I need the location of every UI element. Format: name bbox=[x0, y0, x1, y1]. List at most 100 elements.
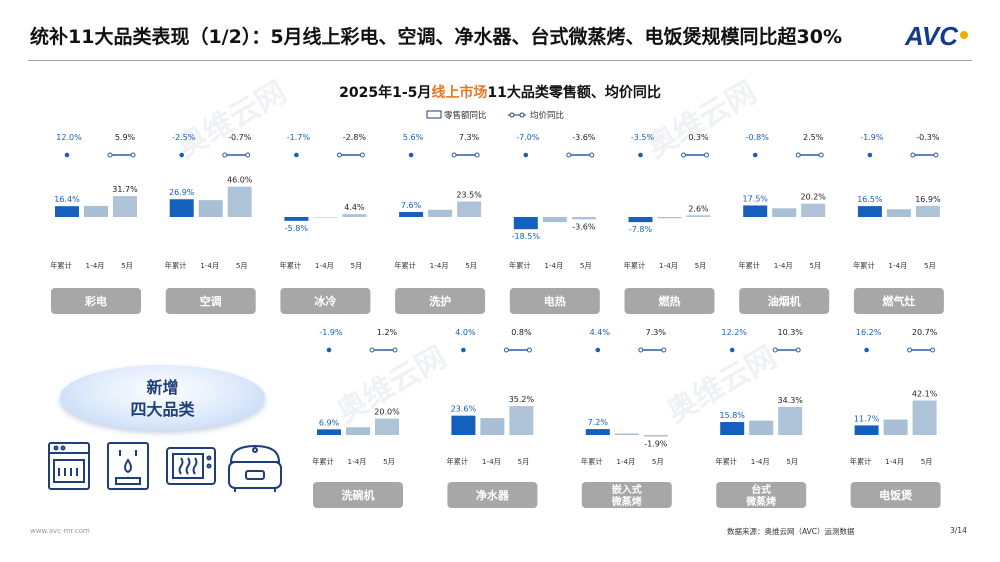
price-label-ytd: 4.4% bbox=[590, 328, 611, 337]
bar-may bbox=[113, 196, 137, 217]
tick-label-ytd: 年累计 bbox=[509, 261, 531, 270]
bar-label-may: 35.2% bbox=[509, 395, 535, 404]
price-label-ytd: 12.0% bbox=[56, 133, 82, 142]
price-dot-may bbox=[704, 152, 709, 158]
price-label-ytd: -1.9% bbox=[319, 328, 343, 337]
bar-ytd bbox=[857, 206, 882, 217]
title-divider bbox=[28, 60, 972, 61]
footer-url: www.avc-mr.com bbox=[30, 527, 90, 535]
tick-label-ytd: 年累计 bbox=[715, 457, 737, 466]
category-label-line1: 台式 bbox=[751, 483, 771, 496]
tick-label-may: 5月 bbox=[465, 261, 477, 270]
price-dot-may bbox=[245, 152, 251, 158]
category-pill-bg bbox=[447, 482, 538, 508]
bar-jan-apr bbox=[313, 217, 338, 218]
bar-may bbox=[801, 203, 826, 217]
price-label-may: -0.7% bbox=[228, 133, 252, 142]
category-label-line1: 嵌入式 bbox=[612, 483, 642, 496]
legend-line-marker bbox=[519, 112, 525, 118]
price-dot-ytd bbox=[326, 347, 332, 353]
price-label-may: 10.3% bbox=[777, 328, 803, 337]
tick-label-jan-apr: 1-4月 bbox=[888, 261, 907, 270]
bar-ytd bbox=[743, 205, 768, 217]
tick-label-ytd: 年累计 bbox=[581, 457, 603, 466]
chart-legend: 零售额同比 均价同比 bbox=[426, 110, 564, 121]
bar-ytd bbox=[628, 217, 653, 223]
tick-label-jan-apr: 1-4月 bbox=[430, 261, 449, 270]
legend-bar-label: 零售额同比 bbox=[444, 110, 487, 121]
bar-ytd bbox=[513, 217, 538, 230]
category-pill-bg bbox=[313, 482, 403, 508]
price-label-ytd: 5.6% bbox=[403, 133, 424, 142]
price-label-ytd: -1.9% bbox=[860, 133, 884, 142]
price-label-ytd: -2.5% bbox=[172, 133, 196, 142]
category-pill-bg bbox=[165, 288, 256, 314]
tick-label-ytd: 年累计 bbox=[312, 457, 334, 466]
price-dot-ytd bbox=[864, 347, 869, 353]
category-pill bbox=[395, 288, 486, 314]
category-group bbox=[447, 347, 538, 508]
category-pill bbox=[313, 482, 403, 508]
bar-jan-apr bbox=[749, 420, 774, 435]
water-purifier-icon bbox=[107, 442, 149, 490]
price-dot-ytd bbox=[638, 152, 643, 158]
legend-line-label: 均价同比 bbox=[530, 110, 564, 121]
price-dot-jan-apr bbox=[451, 152, 457, 158]
bar-may bbox=[912, 400, 937, 435]
bar-jan-apr bbox=[542, 217, 567, 223]
bar-ytd bbox=[451, 415, 476, 435]
price-label-may: 7.3% bbox=[459, 133, 480, 142]
bar-jan-apr bbox=[886, 209, 911, 217]
bar-label-ytd: -5.8% bbox=[285, 224, 309, 233]
tick-label-jan-apr: 1-4月 bbox=[86, 261, 105, 270]
bar-ytd bbox=[585, 429, 610, 435]
price-label-ytd: 12.2% bbox=[721, 328, 747, 337]
category-group bbox=[853, 152, 944, 314]
price-dot-jan-apr bbox=[566, 152, 572, 158]
category-group bbox=[716, 347, 807, 508]
category-pill-bg bbox=[581, 482, 672, 508]
category-pill-bg bbox=[624, 288, 715, 314]
price-label-ytd: -3.5% bbox=[631, 133, 655, 142]
price-label-ytd: -1.7% bbox=[287, 133, 311, 142]
price-dot-jan-apr bbox=[336, 152, 342, 158]
price-dot-ytd bbox=[461, 347, 466, 353]
price-dot-jan-apr bbox=[910, 152, 916, 158]
avc-logo-text: AVC bbox=[904, 22, 959, 50]
category-label: 洗护 bbox=[429, 294, 451, 308]
category-label: 洗碗机 bbox=[342, 488, 375, 502]
tick-label-may: 5月 bbox=[921, 457, 933, 466]
category-pill-bg bbox=[716, 482, 807, 508]
price-label-ytd: -7.0% bbox=[516, 133, 540, 142]
category-label-line2: 微蒸烤 bbox=[611, 495, 642, 508]
category-group bbox=[313, 347, 403, 508]
price-dot-may bbox=[795, 347, 801, 353]
price-label-ytd: -0.8% bbox=[746, 133, 770, 142]
price-dot-may bbox=[930, 347, 936, 353]
category-pill bbox=[853, 288, 944, 314]
tick-label-jan-apr: 1-4月 bbox=[544, 261, 563, 270]
bar-jan-apr bbox=[428, 209, 453, 217]
tick-label-ytd: 年累计 bbox=[624, 261, 646, 270]
category-pill-bg bbox=[51, 288, 141, 314]
page-number: 3/14 bbox=[950, 526, 967, 535]
bar-label-ytd: 7.6% bbox=[401, 201, 422, 210]
price-label-may: -2.8% bbox=[343, 133, 367, 142]
price-label-may: 20.7% bbox=[912, 328, 938, 337]
category-group bbox=[739, 152, 830, 314]
category-pill-bg bbox=[850, 482, 941, 508]
bar-jan-apr bbox=[480, 418, 505, 435]
tick-label-jan-apr: 1-4月 bbox=[659, 261, 678, 270]
category-group bbox=[51, 152, 141, 314]
bar-jan-apr bbox=[772, 208, 797, 217]
tick-label-ytd: 年累计 bbox=[850, 457, 872, 466]
bar-may bbox=[915, 205, 940, 217]
category-label: 油烟机 bbox=[768, 294, 801, 308]
category-pill-bg bbox=[509, 288, 600, 314]
price-dot-jan-apr bbox=[369, 347, 375, 353]
bar-label-ytd: 6.9% bbox=[319, 418, 340, 427]
category-pill bbox=[739, 288, 830, 314]
bar-label-may: 34.3% bbox=[777, 396, 803, 405]
bar-label-may: 46.0% bbox=[227, 176, 253, 185]
bar-jan-apr bbox=[346, 427, 370, 435]
